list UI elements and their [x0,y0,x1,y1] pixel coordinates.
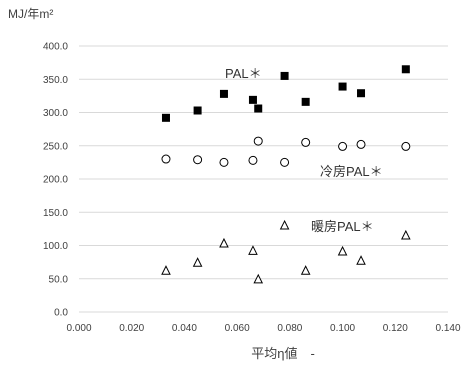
marker-cooling-pal [253,136,263,146]
series-label-cooling-pal: 冷房PAL＊ [320,164,383,179]
y-tick-label: 100.0 [43,241,68,252]
marker-heating-pal [219,237,229,248]
x-tick-label: 0.020 [119,323,144,334]
marker-cooling-pal [301,137,311,147]
x-tick-label: 0.140 [435,323,460,334]
x-tick-label: 0.100 [330,323,355,334]
y-tick-label: 0.0 [54,308,68,319]
marker-cooling-pal [219,157,229,167]
marker-pal [280,71,289,80]
marker-cooling-pal [401,141,411,151]
marker-cooling-pal [356,139,366,149]
y-tick-label: 250.0 [43,141,68,152]
y-tick-label: 400.0 [43,42,68,53]
x-tick-label: 0.040 [172,323,197,334]
marker-pal [219,89,228,98]
x-tick-label: 0.000 [66,323,91,334]
y-axis-label: MJ/年m² [8,7,53,21]
marker-heating-pal [248,245,258,255]
y-tick-label: 300.0 [43,108,68,119]
marker-heating-pal [161,265,171,275]
series-label-pal: PAL＊ [225,66,262,81]
gridlines [79,45,448,313]
marker-pal [193,106,202,115]
marker-pal [338,82,347,91]
marker-heating-pal [337,245,348,256]
series-label-heating-pal: 暖房PAL＊ [311,219,374,234]
marker-heating-pal [356,255,366,265]
marker-cooling-pal [248,155,258,165]
marker-heating-pal [300,265,311,275]
marker-pal [254,104,263,113]
marker-pal [161,113,170,122]
marker-heating-pal [401,229,411,240]
marker-heating-pal [279,219,290,230]
y-tick-label: 150.0 [43,208,68,219]
x-tick-label: 0.120 [383,323,408,334]
x-tick-label: 0.060 [225,323,250,334]
marker-heating-pal [253,273,264,284]
marker-cooling-pal [193,155,203,165]
marker-cooling-pal [161,154,171,164]
axes: 0.0 50.0 100.0 150.0 200.0 250.0 300.0 350.0 400… [43,42,461,335]
x-axis-label: 平均η値 - [251,346,315,361]
marker-cooling-pal [280,157,290,167]
marker-pal [401,65,410,74]
marker-pal [301,97,310,106]
y-tick-label: 50.0 [49,274,69,285]
marker-cooling-pal [338,141,348,151]
x-tick-label: 0.080 [277,323,302,334]
y-tick-label: 350.0 [43,75,68,86]
data-markers [161,65,411,284]
marker-pal [357,89,366,98]
marker-heating-pal [192,257,203,267]
marker-pal [248,95,257,104]
y-tick-label: 200.0 [43,175,68,186]
